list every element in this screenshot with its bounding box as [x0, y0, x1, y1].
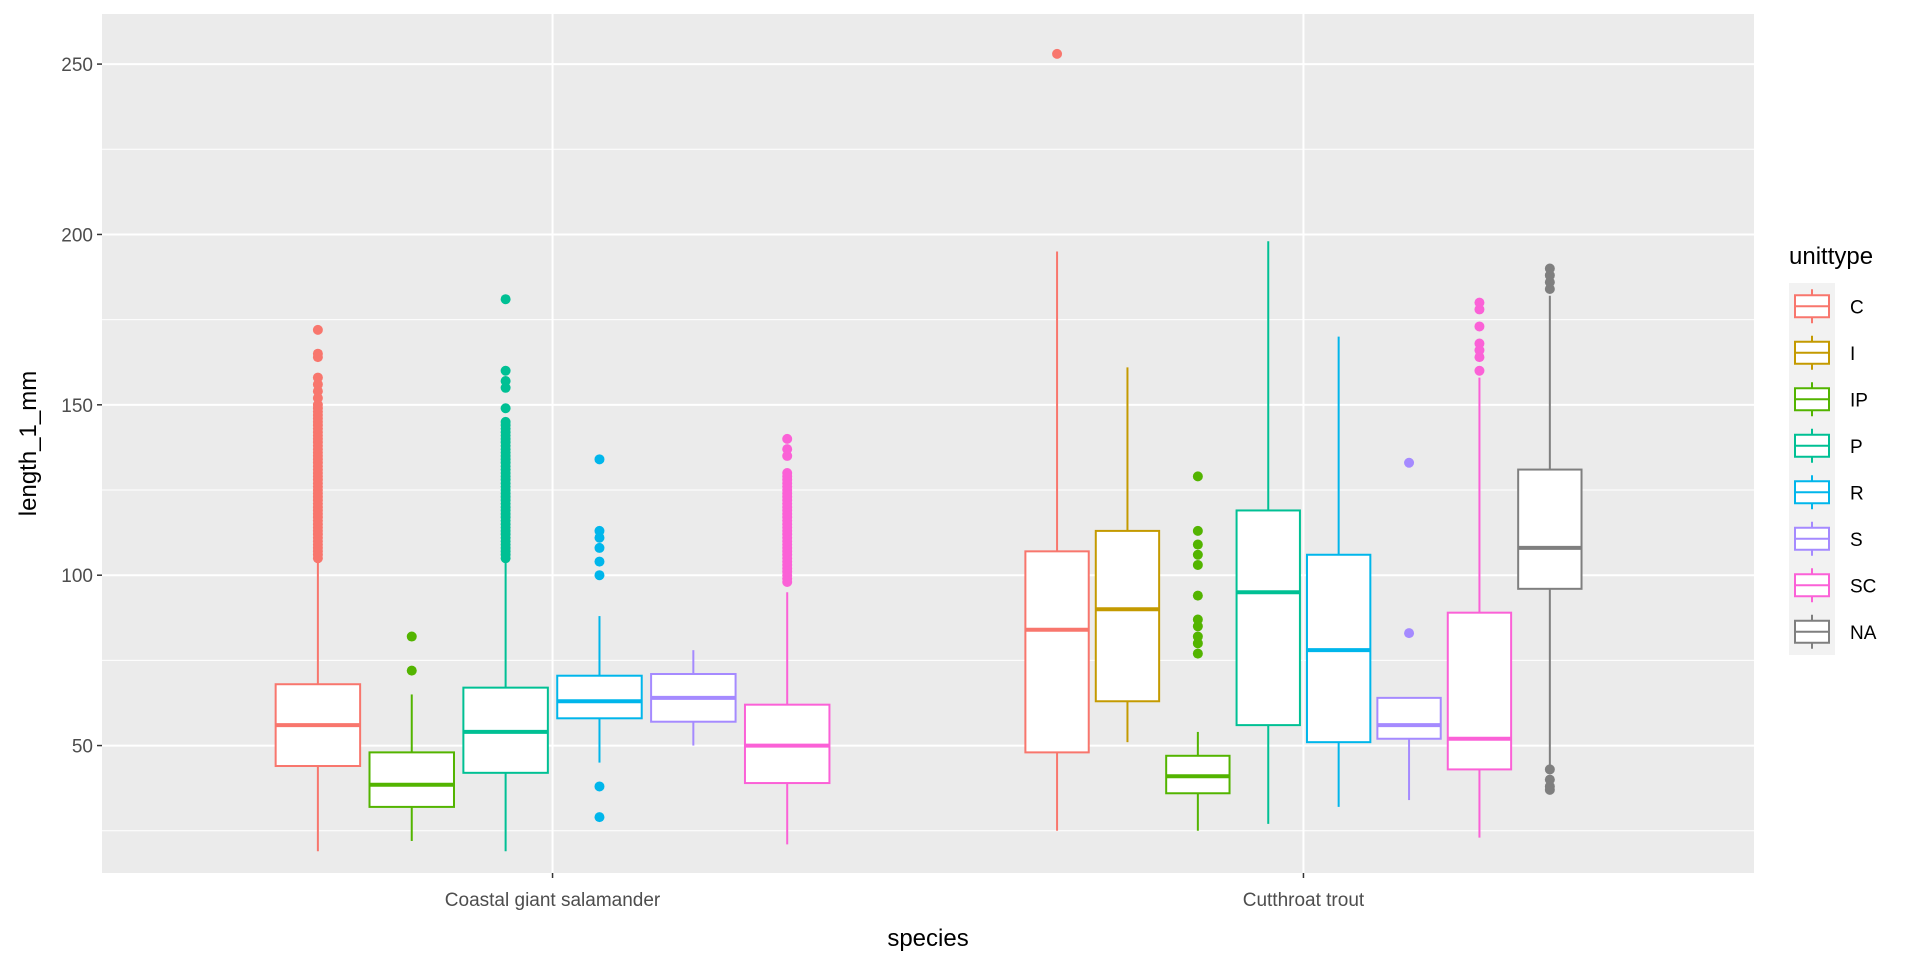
legend-item: P: [1794, 428, 1863, 463]
box-P: [1235, 241, 1301, 824]
y-tick-label: 250: [61, 55, 93, 76]
box-body: [1446, 611, 1513, 771]
y-tick-label: 50: [72, 737, 93, 758]
outlier-point: [594, 454, 605, 465]
box-IP: [1165, 471, 1231, 831]
x-axis: Coastal giant salamander Cutthroat trout: [445, 873, 1365, 911]
outlier-point: [406, 631, 417, 642]
outlier-point: [406, 665, 417, 676]
box-body: [1517, 468, 1583, 590]
box-I: [1094, 367, 1161, 743]
outlier-point: [1544, 263, 1555, 274]
legend-label: SC: [1850, 576, 1876, 597]
legend: unittype C I IP P R S SC NA: [1789, 243, 1877, 655]
legend-item: SC: [1794, 568, 1876, 603]
box-R: [556, 454, 643, 823]
outlier-point: [1192, 559, 1203, 570]
outlier-point: [594, 525, 605, 536]
legend-item: NA: [1794, 614, 1877, 649]
legend-label: NA: [1850, 623, 1877, 644]
outlier-point: [594, 570, 605, 581]
box-body: [1024, 550, 1090, 754]
box-body: [1235, 509, 1301, 727]
outlier-point: [1544, 774, 1555, 785]
box-SC: [1446, 297, 1513, 838]
legend-item: I: [1794, 335, 1855, 370]
outlier-point: [1474, 338, 1485, 349]
outlier-point: [1192, 614, 1203, 625]
legend-item: C: [1794, 289, 1864, 324]
box-P: [462, 294, 549, 852]
box-body: [1094, 529, 1161, 703]
outlier-point: [1474, 365, 1485, 376]
legend-label: S: [1850, 530, 1863, 551]
box-S: [1376, 457, 1442, 801]
box-S: [650, 650, 737, 746]
box-IP: [368, 631, 455, 841]
y-axis-title: length_1_mm: [15, 371, 42, 516]
box-group: [1024, 48, 1583, 838]
legend-label: I: [1850, 344, 1855, 365]
y-axis: 50 100 150 200 250: [61, 55, 102, 758]
x-tick-label: Cutthroat trout: [1243, 890, 1365, 911]
outlier-point: [1052, 48, 1063, 59]
box-group: [274, 294, 831, 852]
box-body: [1376, 696, 1442, 740]
x-axis-title: species: [887, 925, 968, 952]
legend-title: unittype: [1789, 243, 1873, 270]
y-tick-label: 100: [61, 566, 93, 587]
outlier-point: [312, 348, 323, 359]
legend-item: S: [1794, 521, 1863, 556]
outlier-point: [594, 781, 605, 792]
outlier-point: [500, 403, 511, 414]
legend-item: R: [1794, 475, 1864, 510]
outlier-point: [1474, 297, 1485, 308]
outlier-point: [1192, 549, 1203, 560]
outlier-point: [500, 365, 511, 376]
outlier-point: [1474, 321, 1485, 332]
legend-item: IP: [1794, 382, 1868, 417]
outlier-point: [1192, 539, 1203, 550]
box-SC: [743, 433, 831, 845]
outlier-point: [312, 324, 323, 335]
outlier-point: [500, 294, 511, 305]
outlier-point: [1192, 471, 1203, 482]
outlier-point: [1192, 590, 1203, 601]
boxes: [274, 48, 1583, 852]
outlier-point: [782, 433, 793, 444]
y-tick-label: 150: [61, 396, 93, 417]
box-body: [556, 674, 643, 720]
box-body: [368, 751, 455, 808]
outlier-point: [782, 444, 793, 455]
outlier-point: [500, 416, 511, 427]
legend-label: C: [1850, 297, 1864, 318]
box-R: [1305, 336, 1372, 807]
outlier-point: [312, 372, 323, 383]
outlier-point: [594, 556, 605, 567]
outlier-point: [594, 812, 605, 823]
outlier-point: [1192, 648, 1203, 659]
legend-label: R: [1850, 483, 1864, 504]
box-NA: [1517, 263, 1583, 795]
outlier-point: [1404, 628, 1415, 639]
outlier-point: [1192, 525, 1203, 536]
box-C: [1024, 48, 1090, 831]
legend-label: P: [1850, 437, 1863, 458]
outlier-point: [1192, 631, 1203, 642]
outlier-point: [782, 467, 793, 478]
x-tick-label: Coastal giant salamander: [445, 890, 661, 911]
box-C: [274, 324, 362, 852]
outlier-point: [500, 375, 511, 386]
outlier-point: [1404, 457, 1415, 468]
outlier-point: [1544, 764, 1555, 775]
outlier-point: [594, 542, 605, 553]
legend-label: IP: [1850, 390, 1868, 411]
y-tick-label: 200: [61, 225, 93, 246]
